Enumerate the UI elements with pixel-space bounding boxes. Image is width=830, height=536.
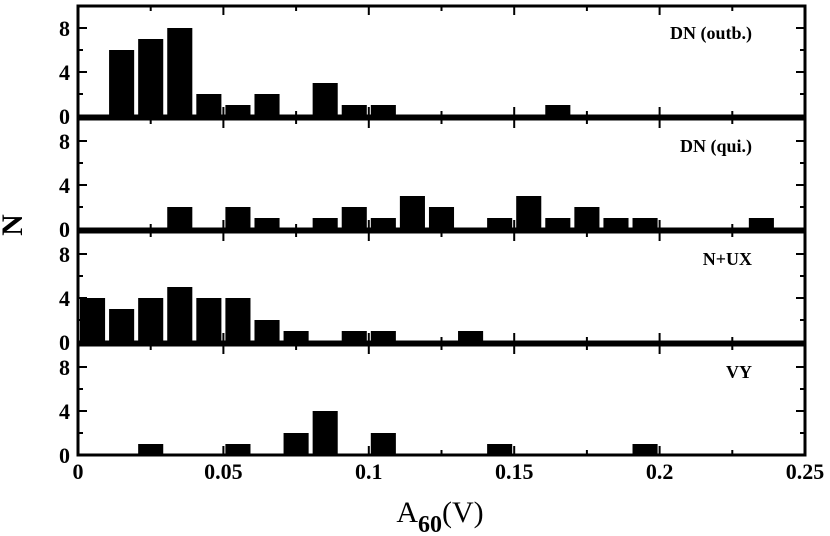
histogram-bar — [370, 218, 396, 229]
histogram-bar — [312, 218, 338, 229]
histogram-bar — [167, 28, 193, 116]
x-axis: 0 0.05 0.1 0.15 0.2 0.25 — [73, 459, 825, 484]
panel-label: DN (outb.) — [670, 23, 752, 44]
histogram-bar — [545, 218, 571, 229]
y-tick-label: 8 — [59, 355, 70, 380]
y-tick-label: 0 — [59, 104, 70, 129]
panel-label: VY — [726, 362, 752, 382]
panel-label: DN (qui.) — [680, 136, 752, 157]
y-tick-label: 0 — [59, 330, 70, 355]
y-tick-label: 0 — [59, 217, 70, 242]
x-tick-label: 0.1 — [355, 459, 383, 484]
y-tick-label: 4 — [59, 399, 70, 424]
histogram-bar — [196, 94, 222, 116]
panel-1: 0 4 8 DN (outb.) — [59, 4, 807, 129]
histogram-bar — [167, 207, 193, 229]
histogram-bar — [370, 331, 396, 342]
histogram-bar — [138, 39, 164, 116]
histogram-bar — [80, 298, 106, 342]
histogram-bar — [225, 207, 251, 229]
histogram-bar — [225, 444, 251, 455]
histogram-bar — [254, 320, 280, 342]
histogram-bar — [370, 105, 396, 116]
histogram-bar — [312, 411, 338, 455]
histogram-bar — [167, 287, 193, 342]
histogram-bar — [225, 298, 251, 342]
histogram-bar — [254, 218, 280, 229]
x-axis-title: A60(V) — [396, 496, 483, 536]
histogram-bar — [399, 196, 425, 229]
histogram-bar — [341, 331, 367, 342]
histogram-bar — [283, 433, 309, 455]
y-tick-label: 8 — [59, 16, 70, 41]
x-tick-label: 0.15 — [495, 459, 534, 484]
histogram-bar — [341, 207, 367, 229]
y-tick-label: 4 — [59, 173, 70, 198]
histogram-bar — [428, 207, 455, 229]
histogram-bar — [254, 94, 280, 116]
histogram-bar — [487, 218, 513, 229]
histogram-bar — [545, 105, 571, 116]
histogram-bar — [516, 196, 542, 229]
histogram-bar — [458, 331, 484, 342]
histogram-bar — [748, 218, 774, 229]
y-tick-label: 4 — [59, 60, 70, 85]
x-tick-label: 0.25 — [786, 459, 825, 484]
histogram-bar — [109, 309, 135, 342]
y-axis-title: N — [0, 214, 29, 236]
y-tick-label: 8 — [59, 242, 70, 267]
histogram-bar — [225, 105, 251, 116]
panel-label: N+UX — [703, 249, 752, 269]
histogram-bar — [370, 433, 396, 455]
y-tick-label: 8 — [59, 129, 70, 154]
panel-2: 0 4 8 DN (qui.) — [59, 117, 807, 242]
histogram-bar — [632, 444, 658, 455]
x-axis-title-main: A — [396, 496, 418, 529]
x-axis-title-sub: 60 — [418, 512, 442, 536]
x-tick-label: 0 — [73, 459, 84, 484]
histogram-bar — [138, 298, 164, 342]
histogram-bar — [283, 331, 309, 342]
panel-4: 0 4 8 VY — [59, 343, 807, 468]
y-tick-label: 4 — [59, 286, 70, 311]
x-tick-label: 0.05 — [204, 459, 243, 484]
y-tick-label: 0 — [59, 443, 70, 468]
histogram-bar — [312, 83, 338, 116]
histogram-bar — [109, 50, 135, 116]
histogram-bar — [574, 207, 600, 229]
histogram-bar — [603, 218, 629, 229]
histogram-bar — [487, 444, 513, 455]
panel-3: 0 4 8 N+UX — [59, 230, 807, 355]
x-tick-label: 0.2 — [646, 459, 674, 484]
histogram-bar — [138, 444, 164, 455]
x-axis-title-unit: (V) — [442, 496, 484, 529]
histogram-bar — [196, 298, 222, 342]
panels-layer: 0 4 8 DN (outb.) 0 4 8 DN (qui.) 0 4 8 N+UX 0 4 8 VY — [59, 4, 807, 468]
histogram-bar — [341, 105, 367, 116]
panel-frame — [76, 343, 807, 457]
histogram-bar — [632, 218, 658, 229]
